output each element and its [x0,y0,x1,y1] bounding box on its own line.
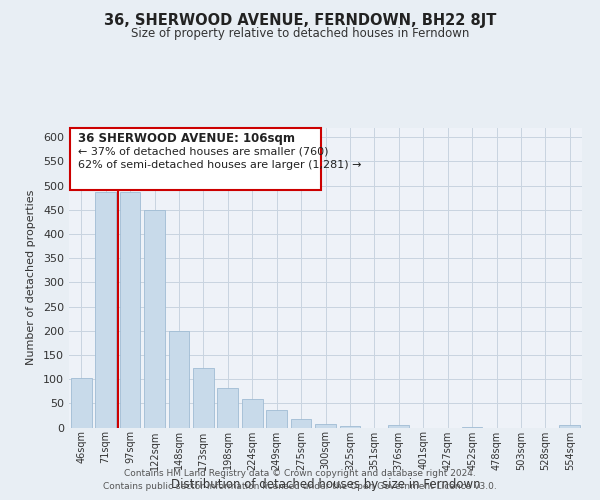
Text: 36 SHERWOOD AVENUE: 106sqm: 36 SHERWOOD AVENUE: 106sqm [77,132,295,145]
Text: 36, SHERWOOD AVENUE, FERNDOWN, BH22 8JT: 36, SHERWOOD AVENUE, FERNDOWN, BH22 8JT [104,12,496,28]
Bar [193,368,214,428]
Text: Contains public sector information licensed under the Open Government Licence v3: Contains public sector information licen… [103,482,497,491]
X-axis label: Distribution of detached houses by size in Ferndown: Distribution of detached houses by size … [170,478,481,491]
Bar [119,192,140,428]
Text: Contains HM Land Registry data © Crown copyright and database right 2024.: Contains HM Land Registry data © Crown c… [124,468,476,477]
Bar [144,210,165,428]
Bar [388,425,409,428]
Bar [95,192,116,428]
Y-axis label: Number of detached properties: Number of detached properties [26,190,36,365]
Bar [217,388,238,428]
Bar [290,420,311,428]
Bar [71,378,92,428]
FancyBboxPatch shape [70,128,320,190]
Bar [266,410,287,428]
Bar [315,424,336,428]
Bar [559,425,580,428]
Text: 62% of semi-detached houses are larger (1,281) →: 62% of semi-detached houses are larger (… [77,160,361,170]
Text: Size of property relative to detached houses in Ferndown: Size of property relative to detached ho… [131,28,469,40]
Bar [242,400,263,427]
Text: ← 37% of detached houses are smaller (760): ← 37% of detached houses are smaller (76… [77,147,328,157]
Bar [340,426,361,428]
Bar [461,426,482,428]
Bar [169,330,190,428]
